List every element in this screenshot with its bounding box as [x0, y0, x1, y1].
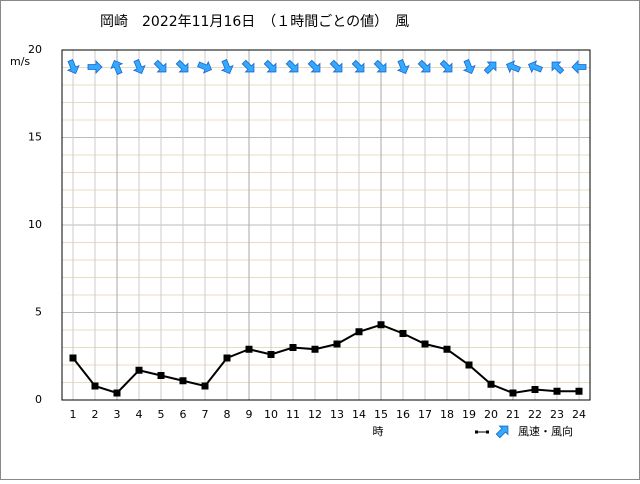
wind-arrow	[483, 61, 497, 75]
wind-arrow	[551, 61, 565, 75]
x-tick-label: 21	[506, 408, 520, 421]
x-axis-label: 時	[373, 425, 384, 438]
x-tick-label: 23	[550, 408, 564, 421]
data-point	[311, 345, 319, 353]
wind-arrow	[417, 59, 431, 73]
wind-arrow	[110, 60, 124, 75]
x-tick-label: 7	[202, 408, 209, 421]
data-point	[201, 382, 209, 390]
x-tick-label: 3	[114, 408, 121, 421]
data-point	[333, 340, 341, 348]
x-tick-label: 12	[308, 408, 322, 421]
x-tick-label: 20	[484, 408, 498, 421]
wind-arrow	[263, 59, 277, 73]
data-point	[245, 345, 253, 353]
legend-marker	[486, 430, 489, 434]
x-tick-label: 19	[462, 408, 476, 421]
data-point	[487, 380, 495, 388]
y-tick-label: 10	[28, 218, 42, 231]
data-point	[553, 387, 561, 395]
chart-title: 岡崎 2022年11月16日 （１時間ごとの値） 風	[100, 14, 409, 30]
wind-arrow	[241, 59, 255, 73]
data-point	[267, 351, 275, 358]
x-tick-label: 15	[374, 408, 388, 421]
data-point	[157, 372, 165, 379]
y-axis-label: m/s	[10, 55, 30, 68]
wind-arrow	[528, 60, 543, 74]
data-point	[135, 366, 143, 374]
data-point	[179, 377, 187, 385]
y-tick-label: 0	[35, 393, 42, 406]
data-point	[69, 354, 77, 362]
x-tick-label: 6	[180, 408, 187, 421]
wind-arrow	[439, 59, 453, 73]
x-tick-label: 24	[572, 408, 586, 421]
data-point	[509, 389, 517, 397]
x-tick-label: 1	[70, 408, 77, 421]
wind-arrow	[175, 59, 189, 73]
x-tick-label: 16	[396, 408, 410, 421]
data-point	[377, 321, 385, 329]
x-tick-label: 11	[286, 408, 300, 421]
data-point	[223, 354, 231, 362]
wind-arrow	[87, 60, 103, 74]
wind-arrow	[351, 59, 365, 73]
wind-arrow	[571, 60, 587, 74]
x-tick-label: 10	[264, 408, 278, 421]
data-point	[399, 330, 407, 337]
wind-arrow	[373, 59, 387, 73]
plot-area	[61, 49, 591, 401]
wind-arrow	[506, 60, 521, 74]
data-point	[91, 382, 99, 390]
x-tick-label: 17	[418, 408, 432, 421]
x-tick-label: 8	[224, 408, 231, 421]
wind-arrow	[462, 59, 476, 74]
wind-arrow	[396, 59, 410, 74]
wind-arrow	[307, 59, 321, 73]
data-point	[421, 340, 429, 348]
legend-marker	[475, 430, 478, 434]
x-tick-label: 2	[92, 408, 99, 421]
data-line	[72, 323, 579, 395]
wind-arrow	[197, 60, 212, 74]
x-tick-label: 22	[528, 408, 542, 421]
x-tick-label: 5	[158, 408, 165, 421]
wind-arrow	[329, 59, 343, 73]
data-point	[355, 328, 363, 336]
data-point	[465, 361, 473, 369]
x-tick-label: 18	[440, 408, 454, 421]
y-tick-label: 15	[28, 131, 42, 144]
data-point	[531, 386, 539, 393]
data-point	[113, 389, 121, 397]
x-tick-label: 13	[330, 408, 344, 421]
wind-arrow	[153, 59, 167, 73]
legend: 風速・風向	[475, 424, 573, 439]
data-point	[443, 345, 451, 353]
wind-arrow	[220, 59, 234, 74]
y-tick-label: 5	[35, 306, 42, 319]
data-point	[575, 387, 583, 395]
wind-arrow	[132, 59, 146, 74]
x-tick-label: 9	[246, 408, 253, 421]
x-tick-label: 4	[136, 408, 143, 421]
plot-border	[61, 49, 591, 401]
wind-arrow	[285, 59, 299, 73]
y-tick-label: 20	[28, 43, 42, 56]
wind-arrow	[66, 59, 80, 74]
legend-arrow	[495, 425, 509, 439]
data-point	[289, 344, 297, 351]
legend-label: 風速・風向	[518, 424, 573, 438]
x-tick-label: 14	[352, 408, 366, 421]
